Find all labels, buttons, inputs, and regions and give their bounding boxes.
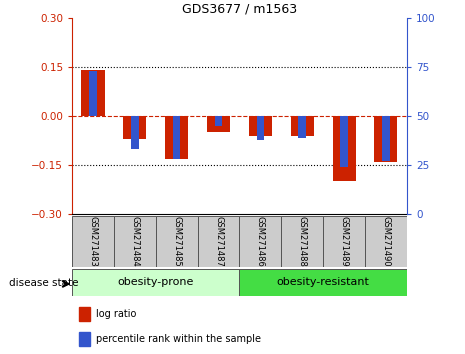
Bar xyxy=(332,116,356,181)
Bar xyxy=(249,116,272,136)
FancyBboxPatch shape xyxy=(72,216,114,267)
Text: GSM271489: GSM271489 xyxy=(339,216,349,267)
Text: obesity-resistant: obesity-resistant xyxy=(277,277,370,287)
Bar xyxy=(299,116,306,138)
FancyBboxPatch shape xyxy=(239,269,407,296)
Bar xyxy=(81,70,105,116)
Text: GSM271484: GSM271484 xyxy=(130,216,140,267)
Bar xyxy=(207,116,230,132)
Bar xyxy=(165,116,188,159)
Bar xyxy=(340,116,348,167)
Bar xyxy=(131,116,139,149)
Text: GSM271483: GSM271483 xyxy=(88,216,98,267)
FancyBboxPatch shape xyxy=(198,216,239,267)
FancyBboxPatch shape xyxy=(281,216,323,267)
Bar xyxy=(173,116,180,159)
FancyBboxPatch shape xyxy=(114,216,156,267)
Bar xyxy=(123,116,146,139)
FancyBboxPatch shape xyxy=(239,216,281,267)
FancyBboxPatch shape xyxy=(72,269,239,296)
Bar xyxy=(374,116,398,162)
Bar xyxy=(382,116,390,161)
FancyBboxPatch shape xyxy=(156,216,198,267)
Title: GDS3677 / m1563: GDS3677 / m1563 xyxy=(182,2,297,15)
Text: GSM271488: GSM271488 xyxy=(298,216,307,267)
FancyBboxPatch shape xyxy=(365,216,407,267)
Bar xyxy=(257,116,264,139)
Text: GSM271490: GSM271490 xyxy=(381,216,391,267)
FancyBboxPatch shape xyxy=(323,216,365,267)
Text: GSM271486: GSM271486 xyxy=(256,216,265,267)
Bar xyxy=(79,332,91,346)
Text: percentile rank within the sample: percentile rank within the sample xyxy=(95,333,260,344)
Bar xyxy=(291,116,314,136)
Text: obesity-prone: obesity-prone xyxy=(118,277,194,287)
Bar xyxy=(79,307,91,321)
Bar xyxy=(89,71,97,116)
Text: GSM271485: GSM271485 xyxy=(172,216,181,267)
Text: GSM271487: GSM271487 xyxy=(214,216,223,267)
Text: log ratio: log ratio xyxy=(95,309,136,319)
Bar xyxy=(215,116,222,126)
Text: disease state: disease state xyxy=(9,278,79,288)
